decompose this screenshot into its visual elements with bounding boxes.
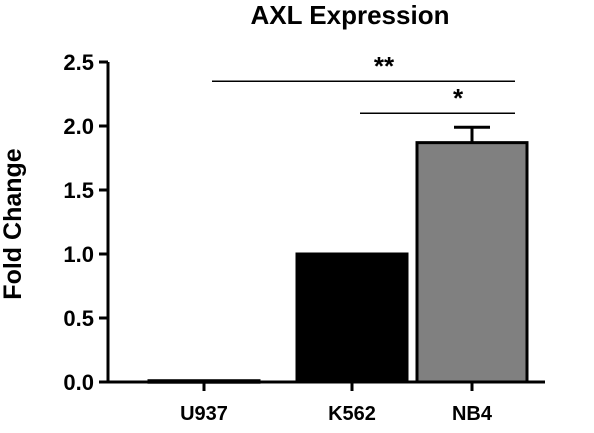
y-tick-label: 1.5 [63,178,94,203]
significance-label: * [453,83,464,113]
bar-nb4 [415,141,529,384]
y-tick-label: 1.0 [63,242,94,267]
y-tick-label: 0.0 [63,370,94,395]
x-tick-label: NB4 [452,403,493,425]
chart-title: AXL Expression [251,0,450,30]
bar-k562 [295,252,409,384]
y-tick-label: 2.0 [63,114,94,139]
x-tick-label: U937 [180,403,228,425]
y-axis-label: Fold Change [0,148,27,299]
bar-u937 [147,379,261,384]
y-tick-label: 2.5 [63,50,94,75]
y-tick-label: 0.5 [63,306,94,331]
x-tick-label: K562 [328,403,376,425]
significance-label: ** [374,51,395,81]
